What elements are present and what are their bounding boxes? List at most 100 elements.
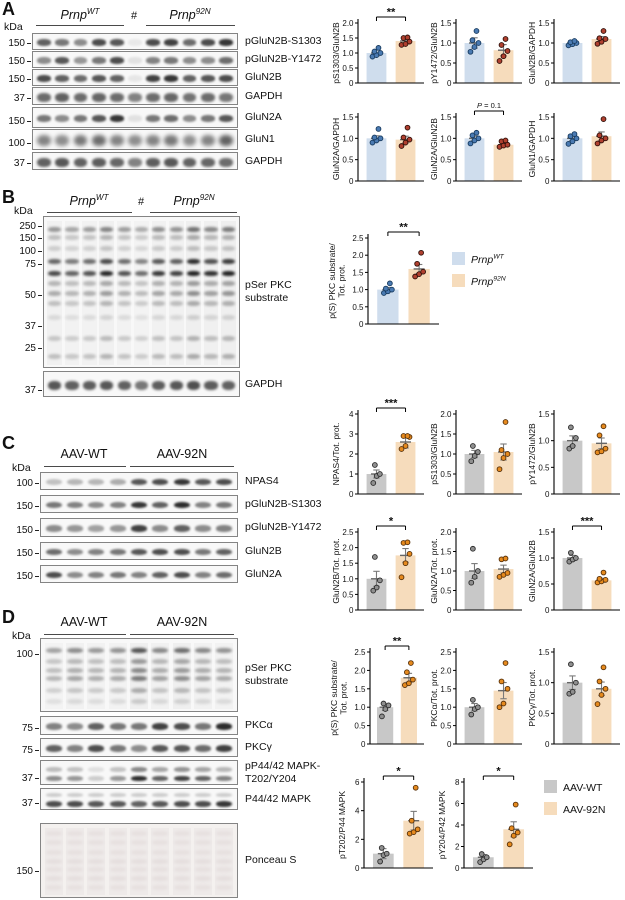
chart-py204-p42-mapk: pY204/P42 MAPK 0 2 4 6 8 * xyxy=(436,762,536,876)
protein-band xyxy=(91,115,106,122)
protein-band xyxy=(134,270,149,276)
protein-band xyxy=(88,525,105,532)
protein-band xyxy=(45,866,62,872)
protein-band xyxy=(73,75,88,82)
protein-band xyxy=(73,39,88,46)
protein-band xyxy=(164,57,179,64)
protein-band xyxy=(117,290,131,296)
svg-text:1.5: 1.5 xyxy=(538,528,550,537)
protein-band xyxy=(130,745,148,752)
protein-band xyxy=(45,793,62,797)
kda-marker: 150 xyxy=(16,571,33,582)
svg-text:0: 0 xyxy=(349,79,354,88)
protein-band xyxy=(194,745,212,752)
protein-band xyxy=(55,39,70,46)
protein-band xyxy=(216,525,233,532)
protein-band xyxy=(182,57,197,64)
svg-text:2.0: 2.0 xyxy=(440,528,452,537)
protein-band xyxy=(173,723,190,730)
svg-text:0: 0 xyxy=(455,864,460,873)
blot-a-glun1 xyxy=(32,129,238,150)
protein-band xyxy=(65,281,79,287)
protein-band xyxy=(221,336,235,342)
protein-band xyxy=(45,723,62,730)
kda-marker: 100 xyxy=(16,649,33,661)
kda-marker: 250 xyxy=(19,220,36,232)
protein-band xyxy=(134,258,149,264)
chart-py1472-glun2b: pY1472/GluN2B 0 0.5 1.0 1.5 xyxy=(428,3,525,91)
group-header-c-2: AAV-92N xyxy=(156,447,208,461)
protein-band xyxy=(130,688,148,694)
lane-streak xyxy=(221,221,236,365)
protein-band xyxy=(146,75,161,82)
chart-p-s-pkc-substrate-tot-prot: p(S) PKC substrate/Tot. prot. 0 0.5 1.0 1.5 2… xyxy=(329,632,427,752)
protein-band xyxy=(173,745,190,752)
protein-band xyxy=(182,115,197,122)
protein-band xyxy=(130,866,148,872)
protein-band xyxy=(221,301,235,307)
protein-band xyxy=(45,775,62,781)
svg-text:*: * xyxy=(496,766,501,778)
svg-text:0: 0 xyxy=(359,320,364,329)
protein-band xyxy=(134,246,149,252)
kda-marker: 150 xyxy=(19,232,36,244)
svg-text:1.0: 1.0 xyxy=(352,286,364,295)
kda-tick xyxy=(35,576,39,578)
protein-band xyxy=(194,648,212,654)
svg-text:1.5: 1.5 xyxy=(538,648,550,657)
protein-band xyxy=(216,658,233,664)
protein-band xyxy=(216,688,233,694)
svg-text:2.0: 2.0 xyxy=(440,410,452,419)
protein-band xyxy=(146,157,161,167)
svg-text:1.5: 1.5 xyxy=(342,34,354,43)
protein-band xyxy=(73,57,88,64)
protein-band xyxy=(45,850,62,855)
protein-band xyxy=(169,246,183,252)
protein-band xyxy=(130,830,148,836)
protein-band xyxy=(100,336,114,342)
protein-band xyxy=(130,850,148,855)
blot-a-pglun2b-y1472 xyxy=(32,51,238,68)
svg-text:0.5: 0.5 xyxy=(538,156,550,165)
protein-band xyxy=(182,39,197,46)
svg-text:0.5: 0.5 xyxy=(440,156,452,165)
protein-band xyxy=(169,270,183,276)
svg-text:0: 0 xyxy=(361,740,366,749)
protein-band xyxy=(204,226,218,232)
protein-band xyxy=(66,859,84,864)
kda-tick xyxy=(27,121,31,123)
protein-band xyxy=(65,380,79,390)
protein-band xyxy=(146,135,161,146)
protein-band xyxy=(152,571,169,579)
svg-text:0: 0 xyxy=(349,490,354,499)
svg-text:1.0: 1.0 xyxy=(440,39,452,48)
protein-band xyxy=(117,314,131,320)
svg-text:0: 0 xyxy=(349,177,354,186)
protein-band xyxy=(45,688,62,694)
protein-band xyxy=(221,314,235,320)
kda-marker: 150 xyxy=(16,525,33,536)
protein-band xyxy=(169,314,183,320)
protein-band xyxy=(109,745,126,752)
protein-band xyxy=(169,336,183,342)
protein-band xyxy=(216,745,233,752)
kda-marker: 75 xyxy=(21,745,33,756)
protein-band xyxy=(88,478,105,486)
kda-tick xyxy=(27,43,31,45)
lane-streak xyxy=(99,221,115,365)
protein-band xyxy=(146,57,161,64)
kda-tick xyxy=(35,778,39,780)
protein-band xyxy=(88,723,105,730)
svg-text:P = 0.1: P = 0.1 xyxy=(477,101,501,110)
protein-band xyxy=(100,235,114,241)
protein-band xyxy=(186,354,201,360)
protein-band xyxy=(91,135,106,146)
lane-streak xyxy=(66,643,84,709)
protein-band xyxy=(109,676,126,682)
protein-band xyxy=(88,850,105,855)
kda-marker: 37 xyxy=(13,93,25,104)
kda-marker: 150 xyxy=(16,501,33,512)
protein-band xyxy=(152,676,169,682)
svg-text:*: * xyxy=(389,516,394,528)
blot-label-ponceau-s: Ponceau S xyxy=(245,854,297,866)
